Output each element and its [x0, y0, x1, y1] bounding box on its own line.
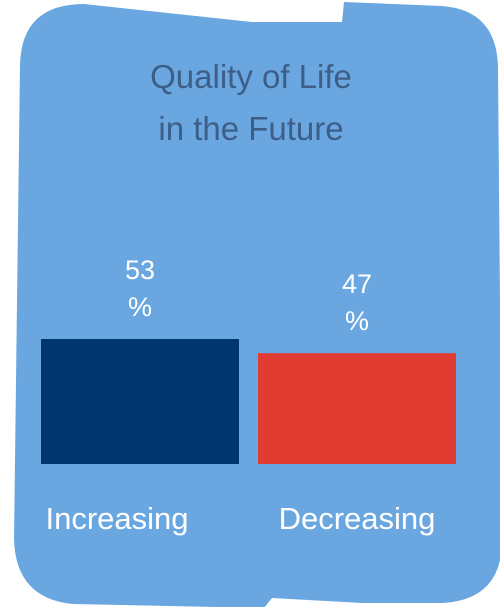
- chart-title-line-1: Quality of Life: [150, 58, 352, 95]
- bar-decreasing: [258, 353, 456, 464]
- bar-increasing: [41, 339, 239, 464]
- category-label-increasing: Increasing: [45, 501, 188, 536]
- chart-title-line-2: in the Future: [158, 110, 344, 147]
- value-labels-group: 53% 47%: [125, 255, 372, 336]
- value-label-decreasing-line-1: 47: [342, 269, 372, 299]
- value-label-increasing-line-1: 53: [125, 255, 155, 285]
- bars-group: [41, 339, 456, 464]
- value-label-increasing-line-2: %: [128, 292, 152, 322]
- value-label-decreasing-line-2: %: [345, 306, 369, 336]
- category-label-decreasing: Decreasing: [279, 501, 436, 536]
